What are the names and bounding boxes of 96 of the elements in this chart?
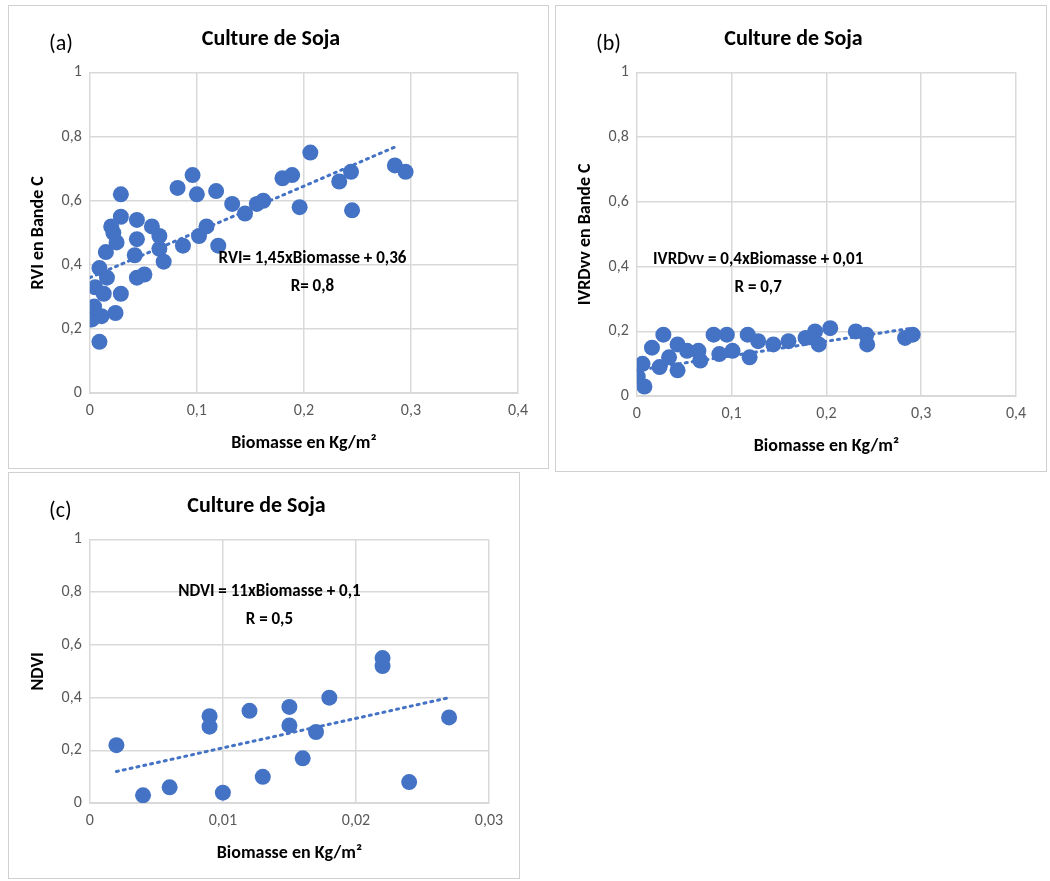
chart-title: Culture de Soja [187,490,326,518]
x-tick-label: 0,01 [208,809,238,829]
y-tick-label: 0,4 [61,253,82,273]
x-tick-label: 0,2 [293,399,315,419]
point [98,269,115,286]
point [636,378,653,395]
point [135,787,152,804]
point [112,208,129,225]
point [397,163,414,180]
point [241,702,258,719]
y-axis-title: RVI en Bande C [26,175,49,290]
point [807,323,824,340]
chart-title: Culture de Soja [724,23,863,51]
point [136,266,153,283]
point [108,234,125,251]
point [184,167,201,184]
y-tick-label: 0 [620,385,629,405]
annotation: RVI= 1,45xBiomasse + 0,36 [218,246,407,268]
point [661,349,678,366]
y-tick-label: 0 [73,792,82,812]
text: (b) [596,28,621,56]
point [224,195,241,212]
point [155,253,172,270]
x-tick-label: 0,3 [911,402,932,422]
point [108,737,125,754]
point [208,183,225,200]
y-tick-label: 0,4 [608,255,629,275]
text: (c) [49,495,72,523]
point [780,333,797,350]
x-tick-label: 0,4 [1005,402,1027,422]
point [643,339,660,356]
y-tick-label: 0,8 [61,581,82,601]
point [214,784,231,801]
point [281,698,298,715]
x-tick-label: 0,1 [721,402,742,422]
point [636,355,651,372]
x-axis-title: Biomasse en Kg/m² [216,840,363,863]
y-axis-title: NDVI [26,652,49,691]
y-tick-label: 0,6 [61,633,82,653]
x-tick-label: 0,1 [186,399,207,419]
y-tick-label: 1 [73,61,82,81]
y-tick-label: 0,8 [61,125,82,145]
x-tick-label: 0,2 [816,402,837,422]
point [107,305,124,321]
annotation: R = 0,5 [245,608,294,630]
point [822,320,839,337]
y-tick-label: 0 [73,382,82,402]
y-tick-label: 0,6 [608,190,629,210]
x-axis-title: Biomasse en Kg/m² [231,430,377,453]
point [291,199,308,216]
y-axis-title: IVRDvv en Bande C [573,162,596,306]
y-tick-label: 0,8 [608,126,629,146]
y-tick-label: 1 [73,528,82,548]
y-tick-label: 0,2 [61,739,82,759]
point [112,186,129,203]
point [321,689,338,706]
x-tick-label: 0,4 [507,399,529,419]
x-tick-label: 0,03 [474,809,504,829]
point [169,179,186,196]
chart-title: Culture de Soja [201,23,341,51]
point [284,167,301,184]
y-tick-label: 0,6 [61,189,82,209]
point [750,333,767,350]
point [718,326,735,343]
y-tick-label: 0,2 [61,318,82,338]
point [95,285,112,302]
point [128,231,145,248]
point [441,709,458,726]
point [655,326,672,343]
x-tick-label: 0,02 [341,809,371,829]
y-tick-label: 1 [620,61,629,81]
point [174,237,191,254]
annotation: NDVI = 11xBiomasse + 0,1 [178,580,361,602]
x-axis-title: Biomasse en Kg/m² [753,433,900,456]
point [161,779,178,796]
point [97,244,114,261]
point [294,750,311,767]
x-tick-label: 0,3 [400,399,422,419]
point [343,163,360,180]
annotation: IVRDvv = 0,4xBiomasse + 0,01 [653,248,864,270]
point [904,326,921,343]
point [281,717,298,734]
annotation: R = 0,7 [734,276,783,298]
y-tick-label: 0,4 [61,686,82,706]
text: (a) [49,28,73,56]
point [344,202,361,219]
point [128,211,145,228]
annotation: R= 0,8 [290,274,335,296]
point [254,768,271,785]
point [302,144,319,161]
point [188,186,205,203]
point [91,333,108,350]
point [331,173,348,190]
point [401,774,418,791]
point [112,285,129,302]
y-tick-label: 0,2 [608,320,629,340]
